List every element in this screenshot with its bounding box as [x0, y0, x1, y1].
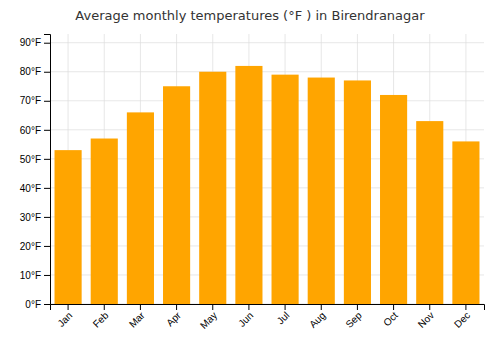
x-tick-mark: [104, 304, 105, 310]
x-tick-label: Dec: [452, 310, 472, 330]
bar: [380, 95, 407, 304]
y-tick: 80°F: [20, 66, 50, 77]
x-tick-mark: [68, 304, 69, 310]
x-tick: Apr: [164, 304, 183, 328]
y-tick-label: 90°F: [20, 37, 41, 48]
y-tick-label: 40°F: [20, 183, 41, 194]
x-tick: Sep: [343, 304, 364, 330]
x-tick: Mar: [127, 304, 147, 330]
y-tick-mark: [44, 72, 50, 73]
y-tick: 10°F: [20, 270, 50, 281]
bar: [235, 66, 262, 304]
x-tick: Jan: [55, 304, 74, 329]
x-tick: Oct: [381, 304, 400, 328]
x-tick-label: Mar: [127, 309, 147, 329]
y-tick-mark: [44, 304, 50, 305]
plot: Jan Feb Mar Apr May Jun Jul Aug Sep Oct Nov Dec 0°F 1…: [20, 34, 485, 331]
y-tick-mark: [44, 275, 50, 276]
bar: [91, 139, 118, 304]
y-tick: 30°F: [20, 212, 50, 223]
x-tick-mark: [321, 304, 322, 310]
y-tick: 90°F: [20, 37, 50, 48]
bar: [416, 121, 443, 304]
y-tick: 40°F: [20, 183, 50, 194]
x-tick-mark: [393, 304, 394, 310]
y-tick: 60°F: [20, 125, 50, 136]
bar: [127, 112, 154, 304]
y-tick-mark: [44, 101, 50, 102]
bar: [308, 78, 335, 304]
bar: [344, 80, 371, 304]
x-tick: Dec: [452, 304, 472, 330]
y-grid-line: [50, 100, 484, 101]
x-tick-label: Apr: [164, 309, 183, 328]
y-grid-line: [50, 71, 484, 72]
y-tick-mark: [44, 130, 50, 131]
x-tick-mark: [429, 304, 430, 310]
y-tick-label: 30°F: [20, 212, 41, 223]
y-tick-label: 10°F: [20, 270, 41, 281]
y-tick: 20°F: [20, 241, 50, 252]
bars: [55, 66, 480, 304]
y-tick-label: 20°F: [20, 241, 41, 252]
y-tick-mark: [44, 217, 50, 218]
y-tick: 0°F: [25, 299, 50, 310]
y-tick-label: 60°F: [20, 125, 41, 136]
x-tick-mark: [285, 304, 286, 310]
x-tick-label: Oct: [381, 310, 400, 329]
y-tick-mark: [44, 246, 50, 247]
bar: [199, 72, 226, 304]
x-tick-mark: [357, 304, 358, 310]
x-tick: Feb: [91, 304, 111, 330]
y-tick: 70°F: [20, 95, 50, 106]
x-tick-mark: [465, 304, 466, 310]
x-axis-line: [51, 305, 485, 311]
x-tick-label: Aug: [307, 310, 327, 330]
x-tick-label: Jun: [236, 310, 255, 329]
chart: Jan Feb Mar Apr May Jun Jul Aug Sep Oct Nov Dec 0°F 1…: [0, 0, 500, 350]
x-tick: Jul: [275, 304, 292, 326]
y-axis: 0°F 10°F 20°F 30°F 40°F 50°F 60°F 70°F 80°F 90°F: [20, 35, 51, 310]
bar: [163, 86, 190, 304]
grid: [50, 34, 484, 304]
x-tick-label: Sep: [343, 309, 364, 330]
y-tick-label: 80°F: [20, 66, 41, 77]
x-tick: Jun: [236, 304, 255, 329]
bar: [55, 150, 82, 304]
y-axis-line: [44, 35, 51, 305]
y-tick-label: 50°F: [20, 154, 41, 165]
x-tick: May: [198, 304, 219, 331]
x-tick: Nov: [416, 304, 436, 330]
x-tick-mark: [140, 304, 141, 310]
x-tick-label: Nov: [416, 310, 436, 330]
y-tick-mark: [44, 159, 50, 160]
x-tick-mark: [212, 304, 213, 310]
x-tick-label: Jul: [275, 310, 292, 327]
bar: [452, 141, 479, 304]
x-tick: Aug: [307, 304, 327, 330]
y-tick: 50°F: [20, 154, 50, 165]
x-tick-label: May: [198, 310, 219, 331]
y-tick-mark: [44, 188, 50, 189]
x-axis: Jan Feb Mar Apr May Jun Jul Aug Sep Oct Nov Dec: [51, 304, 485, 331]
title: Average monthly temperatures (°F ) in Bi…: [75, 8, 425, 23]
y-tick-mark: [44, 43, 50, 44]
x-tick-label: Feb: [91, 309, 111, 329]
y-tick-label: 0°F: [25, 299, 41, 310]
bar: [272, 75, 299, 304]
x-tick-mark: [176, 304, 177, 310]
y-grid-line: [50, 42, 484, 43]
x-tick-label: Jan: [55, 310, 74, 329]
y-tick-label: 70°F: [20, 95, 41, 106]
x-tick-mark: [248, 304, 249, 310]
